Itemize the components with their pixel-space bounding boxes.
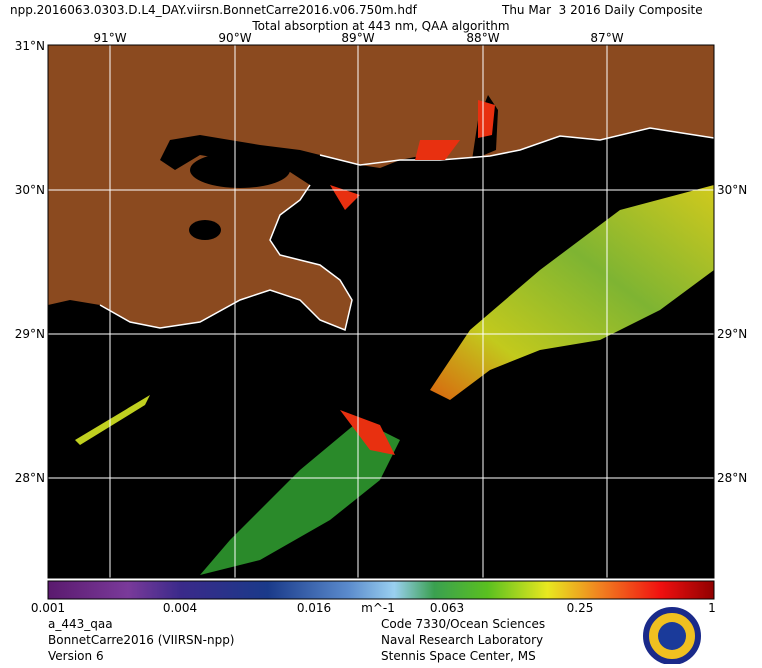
bloom <box>330 100 495 455</box>
footer-text: Stennis Space Center, MS <box>381 649 536 663</box>
colorbar <box>47 580 715 600</box>
colorbar-tick-label: 0.25 <box>567 601 594 615</box>
bloom <box>75 395 150 445</box>
lon-labels: 91°W 90°W 89°W 88°W 87°W <box>93 31 623 45</box>
lat-label: 30°N <box>717 183 747 197</box>
file-name: npp.2016063.0303.D.L4_DAY.viirsn.BonnetC… <box>10 3 418 17</box>
colorbar-tick-label: 1 <box>708 601 716 615</box>
footer-text: Version 6 <box>48 649 104 663</box>
footer-text: Code 7330/Ocean Sciences <box>381 617 545 631</box>
lat-label: 31°N <box>15 39 45 53</box>
colorbar-tick-label: 0.063 <box>430 601 464 615</box>
map-frame <box>47 44 715 579</box>
land <box>48 45 714 330</box>
lon-label: 89°W <box>341 31 374 45</box>
footer-left: a_443_qaa BonnetCarre2016 (VIIRSN-npp) Ver… <box>48 617 235 663</box>
footer-text: Naval Research Laboratory <box>381 633 543 647</box>
colorbar-tick-label: 0.001 <box>31 601 65 615</box>
lon-label: 88°W <box>466 31 499 45</box>
logo <box>643 607 701 665</box>
footer-right: Code 7330/Ocean Sciences Naval Research L… <box>381 617 545 663</box>
footer-text: a_443_qaa <box>48 617 113 631</box>
lat-label: 28°N <box>15 471 45 485</box>
lake <box>189 220 221 240</box>
lat-labels-left: 31°N 30°N 29°N 28°N <box>15 39 45 485</box>
lat-labels-right: 30°N 29°N 28°N <box>717 183 747 485</box>
lake <box>190 152 290 188</box>
bloom <box>430 185 714 400</box>
colorbar-tick-label: 0.016 <box>297 601 331 615</box>
map <box>47 44 715 579</box>
lat-label: 29°N <box>717 327 747 341</box>
lat-label: 30°N <box>15 183 45 197</box>
title: Total absorption at 443 nm, QAA algorith… <box>251 19 509 33</box>
lon-label: 91°W <box>93 31 126 45</box>
graticule <box>48 45 714 578</box>
footer-text: BonnetCarre2016 (VIIRSN-npp) <box>48 633 235 647</box>
date: Thu Mar 3 2016 Daily Composite <box>501 3 703 17</box>
colorbar-ticks: 0.001 0.004 0.016 0.063 0.25 1 <box>31 601 716 615</box>
bloom <box>200 420 400 575</box>
colorbar-units: m^-1 <box>361 601 395 615</box>
colorbar-tick-label: 0.004 <box>163 601 197 615</box>
lon-label: 87°W <box>590 31 623 45</box>
lon-label: 90°W <box>218 31 251 45</box>
lat-label: 28°N <box>717 471 747 485</box>
lat-label: 29°N <box>15 327 45 341</box>
coastline <box>99 127 715 332</box>
